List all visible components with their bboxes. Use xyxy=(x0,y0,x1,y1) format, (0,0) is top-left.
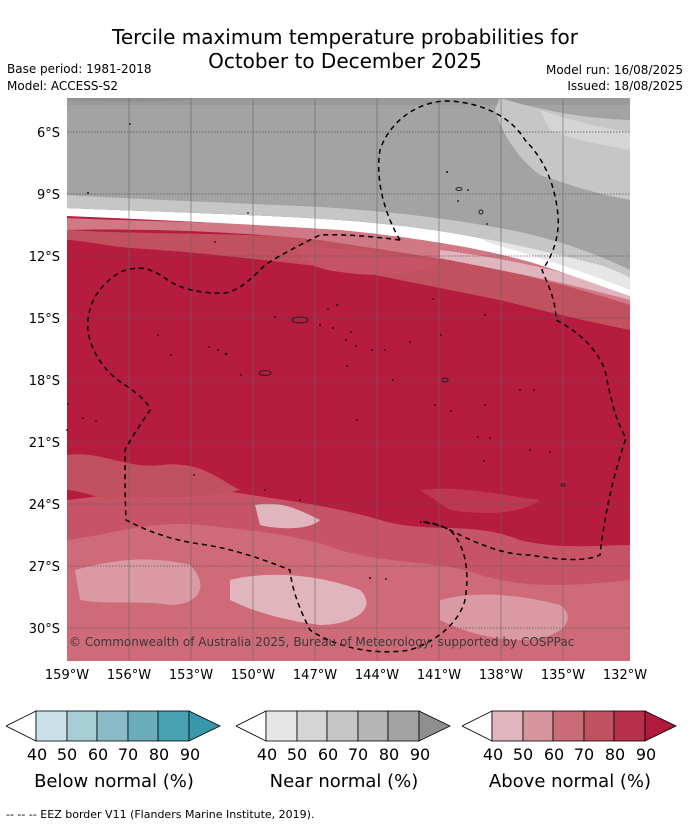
latitude-labels: 6°S 9°S 12°S 15°S 18°S 21°S 24°S 27°S 30… xyxy=(29,126,60,637)
colorbar-segment xyxy=(462,710,493,742)
colorbar-segment xyxy=(236,710,267,742)
lat-label: 21°S xyxy=(29,436,60,451)
lat-label: 27°S xyxy=(29,560,60,575)
lat-label: 15°S xyxy=(29,312,60,327)
lon-label: 153°W xyxy=(169,668,213,683)
map-fill xyxy=(67,98,630,661)
lat-label: 24°S xyxy=(29,498,60,513)
tick-label: 40 xyxy=(26,745,48,764)
lon-label: 150°W xyxy=(231,668,275,683)
legend-near-normal: 40 50 60 70 80 90 Near normal (%) xyxy=(236,710,452,800)
colorbar-segment xyxy=(296,710,328,742)
lon-label: 147°W xyxy=(293,668,337,683)
lon-label: 141°W xyxy=(417,668,461,683)
lat-label: 18°S xyxy=(29,374,60,389)
tick-label: 70 xyxy=(117,745,139,764)
legend-above-normal: 40 50 60 70 80 90 Above normal (%) xyxy=(462,710,678,800)
lat-label: 9°S xyxy=(37,188,60,203)
tick-label: 60 xyxy=(543,745,565,764)
tick-label: 40 xyxy=(256,745,278,764)
issued-date: Issued: 18/08/2025 xyxy=(567,79,683,93)
map-title-line2: October to December 2025 xyxy=(208,49,482,73)
map-title-line1: Tercile maximum temperature probabilitie… xyxy=(112,25,578,49)
eez-footer-note: -- -- -- EEZ border V11 (Flanders Marine… xyxy=(6,808,315,821)
lon-label: 144°W xyxy=(355,668,399,683)
lon-label: 132°W xyxy=(603,668,647,683)
tick-label: 50 xyxy=(512,745,534,764)
colorbar-near xyxy=(236,710,451,742)
tick-label: 40 xyxy=(482,745,504,764)
tick-label: 80 xyxy=(148,745,170,764)
colorbar-segment xyxy=(66,710,98,742)
colorbar-segment xyxy=(265,710,298,742)
lat-label: 12°S xyxy=(29,250,60,265)
colorbar-segment xyxy=(127,710,159,742)
model-run: Model run: 16/08/2025 xyxy=(545,63,683,77)
tick-label: 90 xyxy=(409,745,431,764)
colorbar-segment xyxy=(552,710,585,742)
island-dots xyxy=(66,123,551,580)
tick-label: 60 xyxy=(317,745,339,764)
lat-label: 6°S xyxy=(37,126,60,141)
tick-label: 70 xyxy=(573,745,595,764)
lon-label: 156°W xyxy=(107,668,151,683)
colorbar-segment xyxy=(491,710,524,742)
colorbar-segment xyxy=(644,710,677,742)
tick-label: 50 xyxy=(286,745,308,764)
tick-label: 60 xyxy=(87,745,109,764)
colorbar-segment xyxy=(613,710,646,742)
colorbar-segment xyxy=(188,710,221,742)
legend-below-normal: 40 50 60 70 80 90 Below normal (%) xyxy=(6,710,222,800)
colorbar-segment xyxy=(6,710,37,742)
colorbar-segment xyxy=(326,710,359,742)
probability-map: © Commonwealth of Australia 2025, Bureau… xyxy=(29,98,647,683)
base-period: Base period: 1981-2018 xyxy=(7,62,152,76)
islands xyxy=(258,187,566,487)
colorbar-segment xyxy=(96,710,129,742)
colorbar-segment xyxy=(418,710,451,742)
graticule xyxy=(67,131,630,629)
lon-label: 159°W xyxy=(45,668,89,683)
model-name: Model: ACCESS-S2 xyxy=(7,79,119,93)
legend-title: Above normal (%) xyxy=(488,771,652,792)
eez-border xyxy=(86,100,627,653)
legend-title: Below normal (%) xyxy=(34,771,194,792)
colorbar-segment xyxy=(157,710,190,742)
tick-label: 70 xyxy=(347,745,369,764)
tick-label: 80 xyxy=(378,745,400,764)
colorbar-segment xyxy=(357,710,389,742)
colorbar-segment xyxy=(522,710,554,742)
colorbar-segment xyxy=(387,710,420,742)
lon-label: 138°W xyxy=(479,668,523,683)
lat-label: 30°S xyxy=(29,622,60,637)
longitude-labels: 159°W 156°W 153°W 150°W 147°W 144°W 141°… xyxy=(45,668,647,683)
lon-label: 135°W xyxy=(541,668,585,683)
legend-title: Near normal (%) xyxy=(269,771,419,792)
colorbar-segment xyxy=(583,710,615,742)
tick-label: 80 xyxy=(604,745,626,764)
tick-label: 90 xyxy=(179,745,201,764)
colorbar-segment xyxy=(35,710,68,742)
colorbar-above xyxy=(462,710,677,742)
tick-label: 50 xyxy=(56,745,78,764)
tick-label: 90 xyxy=(635,745,657,764)
copyright-text: © Commonwealth of Australia 2025, Bureau… xyxy=(69,635,574,649)
meridians xyxy=(128,98,564,661)
colorbar-below xyxy=(6,710,221,742)
